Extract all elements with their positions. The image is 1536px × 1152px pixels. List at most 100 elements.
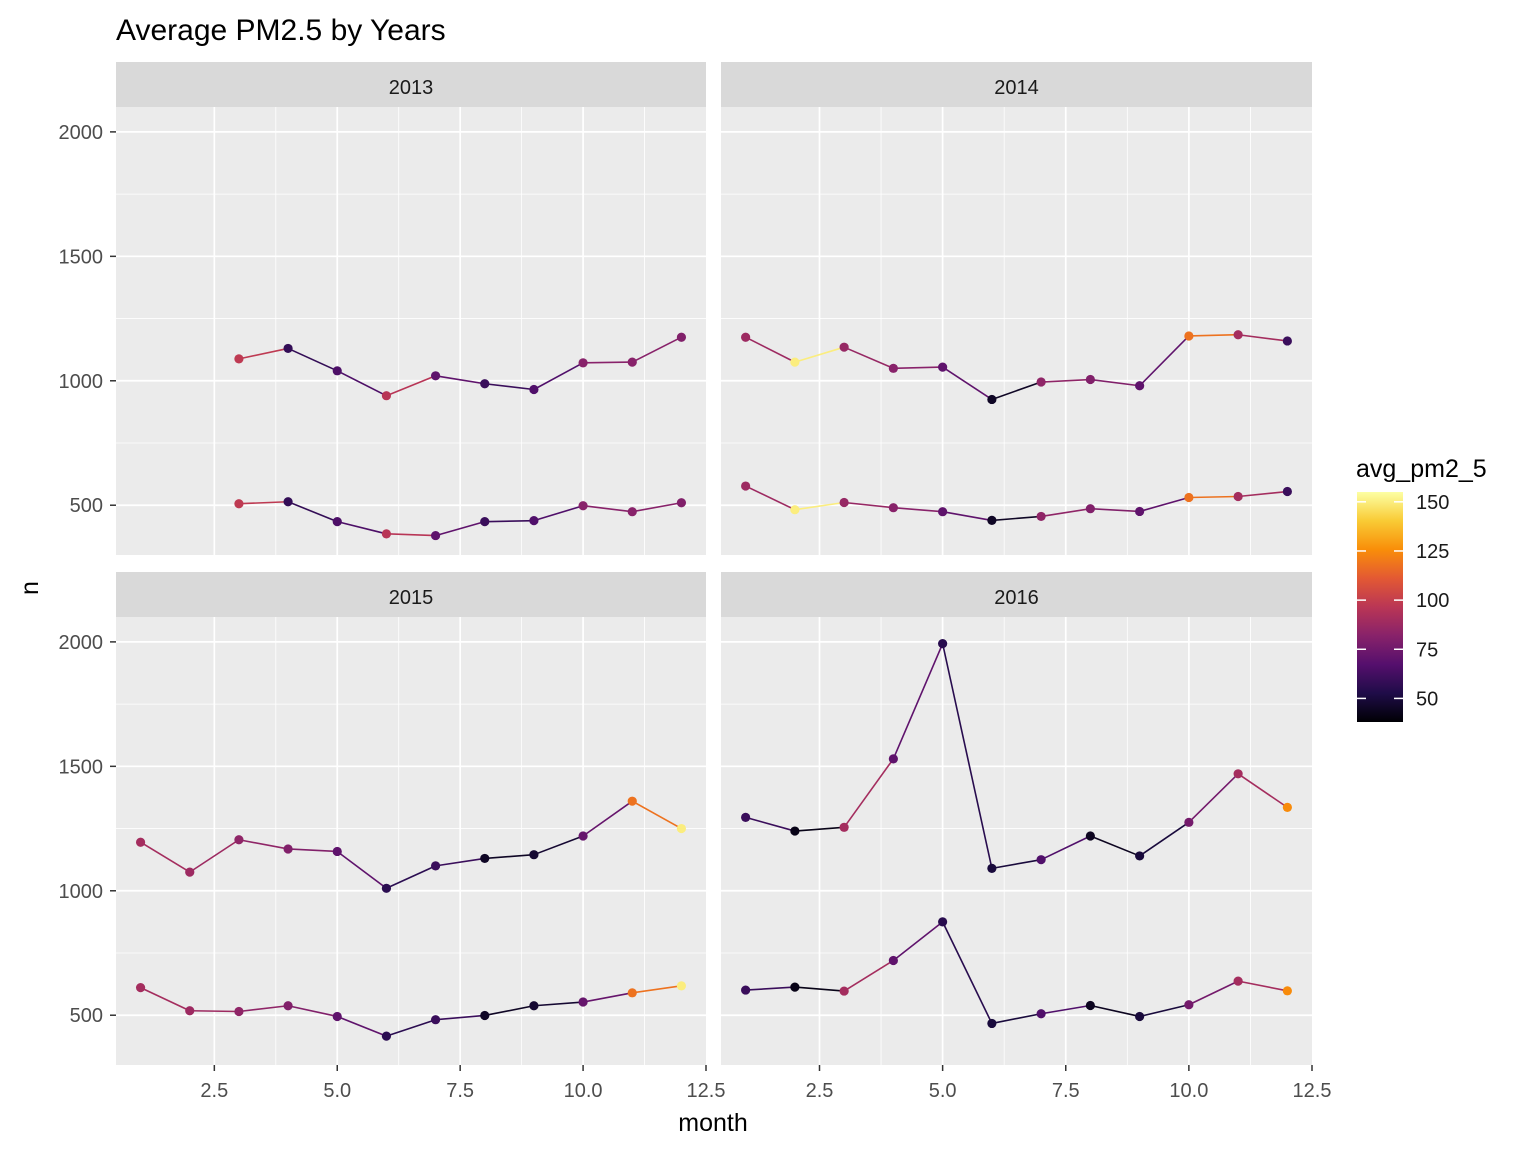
- line-segment: [337, 520, 387, 535]
- facet-strip-label: 2014: [994, 77, 1039, 99]
- data-point: [627, 507, 637, 517]
- legend-tick-label: 100: [1416, 590, 1449, 612]
- legend-title: avg_pm2_5: [1356, 455, 1487, 483]
- facet-strip: [116, 572, 706, 617]
- y-tick-label: 2000: [59, 122, 104, 144]
- data-point: [480, 379, 490, 389]
- facet-strip: [721, 62, 1312, 107]
- legend-colorbar: [1357, 492, 1403, 722]
- data-point: [185, 1006, 195, 1016]
- series-2016-2: [741, 917, 1292, 1029]
- line-segment: [1237, 980, 1288, 992]
- line-segment: [1090, 1004, 1140, 1018]
- data-point: [283, 343, 293, 354]
- data-point: [1184, 492, 1194, 503]
- data-point: [1282, 486, 1292, 497]
- chart-title: Average PM2.5 by Years: [116, 14, 446, 47]
- data-point: [938, 639, 948, 649]
- data-point: [480, 517, 490, 527]
- data-point: [888, 754, 898, 764]
- data-point: [888, 955, 898, 966]
- data-point: [234, 1006, 244, 1017]
- line-segment: [1041, 507, 1091, 518]
- panel-background: [116, 617, 706, 1065]
- line-segment: [435, 857, 485, 867]
- line-segment: [794, 826, 845, 832]
- data-point: [1282, 336, 1292, 346]
- line-segment: [336, 370, 387, 397]
- line-segment: [1139, 821, 1190, 857]
- data-point: [790, 357, 800, 367]
- line-segment: [287, 500, 338, 523]
- data-point: [839, 497, 849, 508]
- data-point: [480, 1010, 490, 1021]
- line-segment: [991, 858, 1042, 870]
- line-segment: [942, 510, 993, 522]
- line-segment: [1090, 835, 1140, 857]
- line-segment: [1139, 496, 1190, 513]
- x-tick-label: 5.0: [323, 1080, 351, 1102]
- facet-strip: [116, 62, 706, 107]
- data-point: [381, 529, 392, 539]
- data-point: [1233, 330, 1243, 340]
- data-point: [430, 1015, 441, 1025]
- legend-ticks: 50 75 100 125 150: [1357, 492, 1449, 710]
- data-point: [741, 332, 751, 342]
- data-point: [234, 354, 244, 364]
- line-segment: [189, 839, 240, 873]
- data-point: [741, 481, 751, 491]
- line-segment: [1188, 980, 1239, 1006]
- line-segment: [582, 504, 633, 513]
- data-point: [1036, 511, 1046, 522]
- data-point: [381, 391, 392, 401]
- data-point: [234, 499, 244, 509]
- data-point: [627, 988, 637, 998]
- line-segment: [484, 1004, 535, 1017]
- line-segment: [844, 501, 894, 509]
- line-segment: [582, 992, 633, 1003]
- data-point: [676, 823, 687, 834]
- line-segment: [1090, 378, 1140, 387]
- data-point: [578, 501, 588, 511]
- line-segment: [893, 366, 943, 370]
- data-point: [987, 863, 997, 873]
- data-point: [234, 835, 244, 845]
- data-point: [676, 332, 687, 342]
- data-point: [938, 507, 948, 517]
- data-point: [1184, 1000, 1194, 1010]
- data-point: [578, 358, 588, 368]
- data-point: [529, 850, 539, 860]
- line-segment: [991, 1012, 1042, 1025]
- data-point: [790, 505, 800, 515]
- data-point: [1184, 817, 1194, 827]
- data-point: [332, 1011, 342, 1022]
- line-segment: [238, 838, 289, 850]
- data-point: [1233, 976, 1243, 986]
- data-point: [185, 867, 195, 877]
- line-segment: [238, 1004, 289, 1013]
- line-segment: [794, 501, 845, 511]
- line-segment: [1188, 773, 1239, 823]
- line-segment: [632, 985, 682, 994]
- legend-tick-label: 50: [1416, 688, 1438, 710]
- line-segment: [336, 1015, 387, 1037]
- line-segment: [1238, 333, 1288, 342]
- panel-2016: 2016 2.5 5.0 7.5 10.0 12.5: [721, 572, 1331, 1102]
- data-point: [1135, 506, 1145, 517]
- data-point: [332, 366, 342, 376]
- line-segment: [533, 504, 584, 522]
- x-tick-label: 7.5: [1052, 1080, 1080, 1102]
- panel-2014: 2014: [721, 62, 1312, 555]
- legend-tick-label: 75: [1416, 639, 1438, 661]
- line-segment: [287, 347, 338, 372]
- data-point: [1085, 831, 1095, 841]
- data-point: [1282, 986, 1292, 996]
- data-point: [627, 357, 637, 367]
- x-tick-label: 2.5: [200, 1080, 228, 1102]
- data-point: [627, 796, 637, 806]
- line-segment: [533, 362, 584, 391]
- y-axis-label: n: [16, 581, 44, 595]
- panel-2013: 2013 500 1000 1500 2000: [59, 62, 706, 555]
- data-point: [839, 986, 849, 996]
- facet-strip: [721, 572, 1312, 617]
